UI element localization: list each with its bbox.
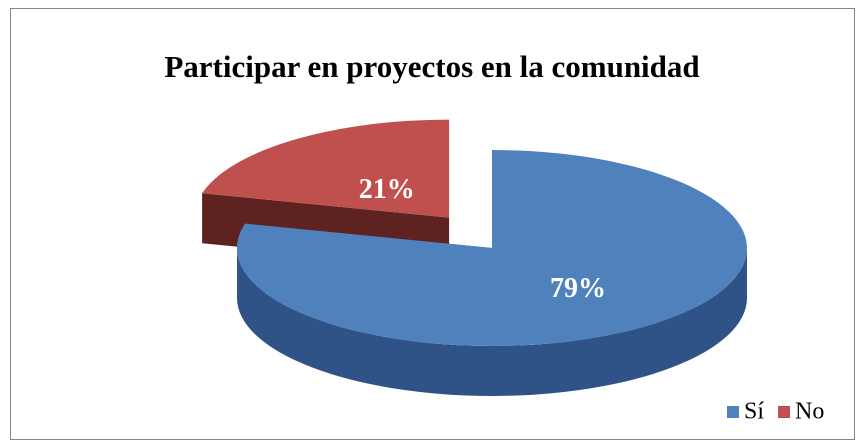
- legend-label: Sí: [744, 399, 764, 425]
- data-label: 21%: [359, 174, 415, 205]
- slice-side: [237, 248, 747, 396]
- slice: [236, 150, 747, 347]
- legend-label: No: [795, 399, 824, 425]
- legend-swatch: [778, 406, 791, 418]
- slice: [202, 119, 450, 218]
- data-label: 79%: [550, 273, 606, 304]
- legend-swatch: [727, 406, 739, 418]
- chart-title: Participar en proyectos en la comunidad: [164, 49, 699, 84]
